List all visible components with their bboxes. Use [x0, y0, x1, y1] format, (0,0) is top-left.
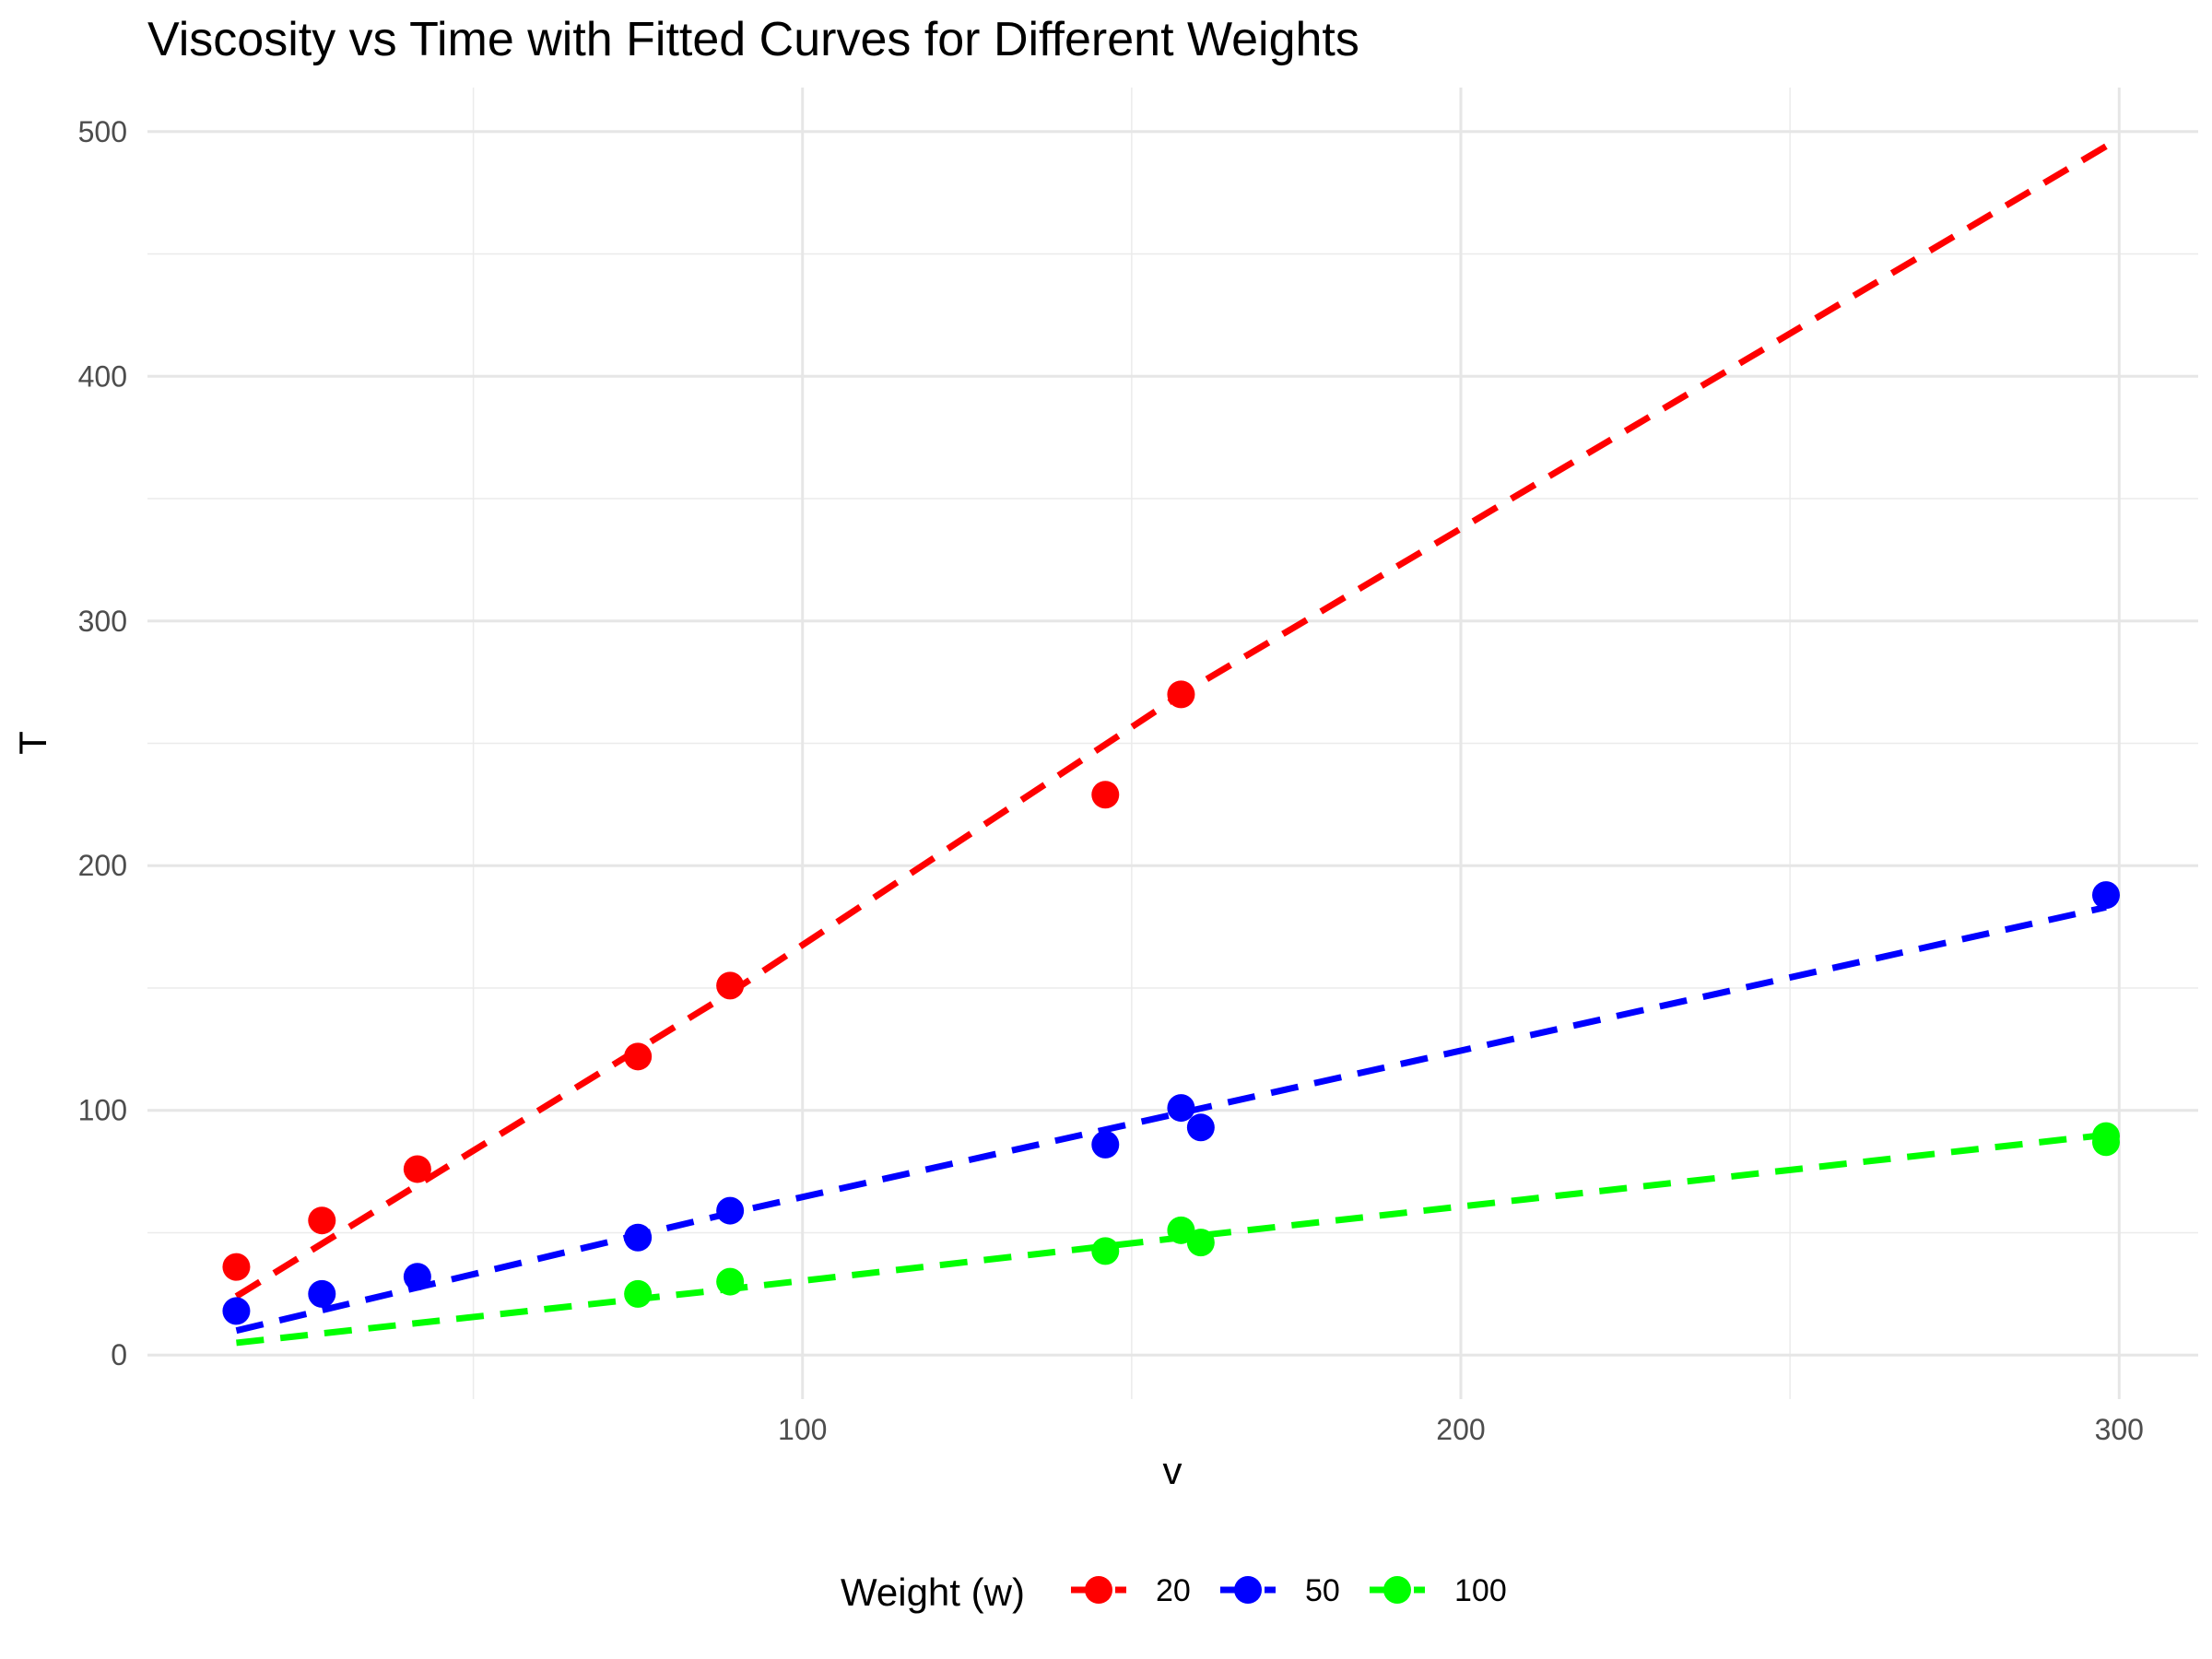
- point-20: [1167, 680, 1195, 709]
- point-50: [1167, 1094, 1195, 1123]
- x-tick-label: 300: [2095, 1413, 2144, 1446]
- y-tick-label: 400: [78, 359, 127, 393]
- point-50: [222, 1297, 251, 1325]
- point-20: [308, 1206, 336, 1235]
- minor-gridlines: [147, 88, 2198, 1399]
- fit-line-50: [235, 903, 2107, 1335]
- point-50: [2092, 881, 2120, 910]
- data-points: [222, 680, 2120, 1325]
- y-tick-label: 0: [111, 1338, 127, 1371]
- legend-label-50: 50: [1305, 1573, 1340, 1608]
- chart-title: Viscosity vs Time with Fitted Curves for…: [147, 13, 1359, 66]
- legend-key-point-50: [1234, 1576, 1262, 1604]
- point-50: [1091, 1130, 1120, 1159]
- point-50: [403, 1263, 431, 1291]
- point-100: [716, 1267, 745, 1296]
- y-tick-label: 100: [78, 1094, 127, 1127]
- point-20: [222, 1253, 251, 1281]
- point-20: [716, 971, 745, 1000]
- point-50: [1186, 1113, 1215, 1142]
- fit-line-100: [236, 1131, 2107, 1347]
- legend-label-20: 20: [1156, 1573, 1191, 1608]
- point-50: [716, 1196, 745, 1225]
- point-100: [624, 1279, 653, 1308]
- fit-line-20: [234, 143, 2108, 1300]
- point-100: [1167, 1216, 1195, 1244]
- y-tick-label: 300: [78, 605, 127, 638]
- legend-title: Weight (w): [841, 1571, 1025, 1614]
- tick-labels: 100 200 300 0 100 200 300 400 500: [78, 115, 2144, 1446]
- x-tick-label: 200: [1436, 1413, 1485, 1446]
- point-100: [1186, 1229, 1215, 1257]
- x-tick-label: 100: [778, 1413, 827, 1446]
- y-tick-label: 500: [78, 115, 127, 148]
- point-50: [624, 1223, 653, 1252]
- y-tick-label: 200: [78, 849, 127, 882]
- point-50: [308, 1279, 336, 1308]
- point-20: [403, 1155, 431, 1183]
- y-axis-label: T: [11, 731, 54, 755]
- legend: Weight (w) 20 50 100: [841, 1571, 1507, 1614]
- point-100: [1091, 1237, 1120, 1265]
- point-20: [1091, 781, 1120, 809]
- legend-label-100: 100: [1454, 1573, 1507, 1608]
- legend-key-point-20: [1085, 1576, 1112, 1604]
- x-axis-label: v: [1163, 1449, 1182, 1492]
- fitted-curves: [234, 143, 2108, 1347]
- legend-key-point-100: [1383, 1576, 1411, 1604]
- point-100: [2092, 1122, 2120, 1150]
- point-20: [624, 1042, 653, 1071]
